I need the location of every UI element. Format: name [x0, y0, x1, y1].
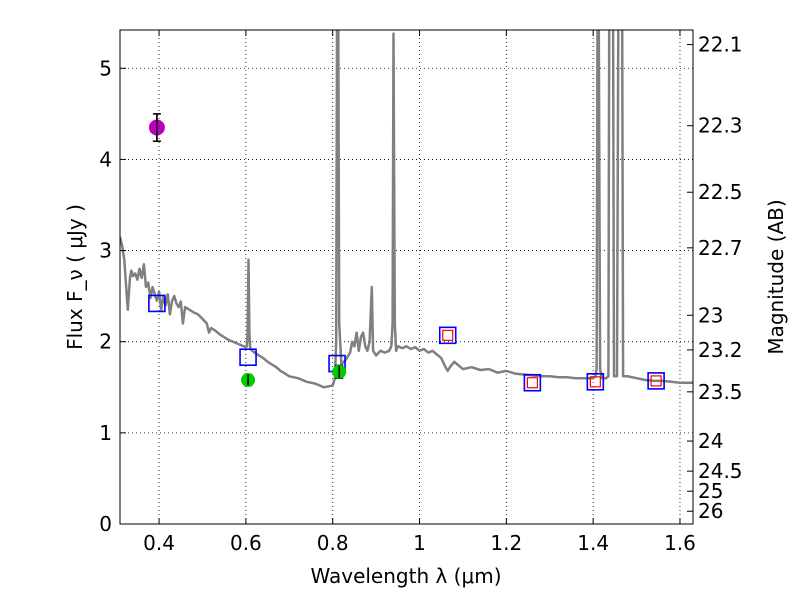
red-square-point — [442, 329, 454, 341]
right-tick-label: 26 — [698, 499, 723, 523]
blue-square-point — [586, 373, 605, 391]
x-tick-label: 1.2 — [490, 531, 522, 555]
right-tick-label: 22.7 — [698, 236, 743, 260]
x-tick-label: 1.6 — [664, 531, 696, 555]
y-tick-label: 3 — [99, 239, 112, 263]
x-tick-label: 0.4 — [143, 531, 175, 555]
blue-square-point — [148, 294, 166, 313]
right-tick-label: 24.5 — [698, 459, 743, 483]
right-tick-label: 23.5 — [698, 380, 743, 404]
y-tick-label: 4 — [99, 147, 112, 171]
blue-square-point — [239, 348, 257, 367]
right-axis-label: Magnitude (AB) — [764, 199, 788, 354]
right-tick-label: 23 — [698, 303, 723, 327]
plot-area — [120, 30, 693, 389]
red-square-point — [650, 375, 662, 387]
y-tick-label: 5 — [99, 56, 112, 80]
red-square-point — [589, 376, 601, 388]
plot-frame — [119, 29, 694, 525]
model-sed-line — [120, 30, 693, 389]
right-tick-label: 23.2 — [698, 338, 743, 362]
red-square-point — [526, 377, 538, 389]
right-tick-label: 22.1 — [698, 33, 743, 57]
x-tick-label: 0.6 — [230, 531, 262, 555]
y-tick-label: 0 — [99, 512, 112, 536]
y-axis-label: Flux F_ν ( μJy ) — [63, 204, 87, 350]
x-tick-label: 1.4 — [577, 531, 609, 555]
blue-square-point — [438, 326, 457, 345]
ticks: 0.4 0.6 0.8 1 1.2 1.4 1.601234522.122.322.522.… — [99, 30, 743, 555]
y-axis-label-text: Flux F_ν ( μJy ) — [63, 204, 87, 350]
y-tick-label: 1 — [99, 421, 112, 445]
right-tick-label: 25 — [698, 479, 723, 503]
blue-square-point — [647, 372, 665, 390]
right-tick-label: 22.3 — [698, 114, 743, 138]
x-tick-label: 0.8 — [317, 531, 349, 555]
y-tick-label: 2 — [99, 330, 112, 354]
x-tick-label: 1 — [413, 531, 426, 555]
right-tick-label: 22.5 — [698, 180, 743, 204]
right-tick-label: 24 — [698, 429, 723, 453]
x-axis-label: Wavelength λ (μm) — [310, 564, 501, 588]
blue-square-point — [523, 373, 542, 392]
